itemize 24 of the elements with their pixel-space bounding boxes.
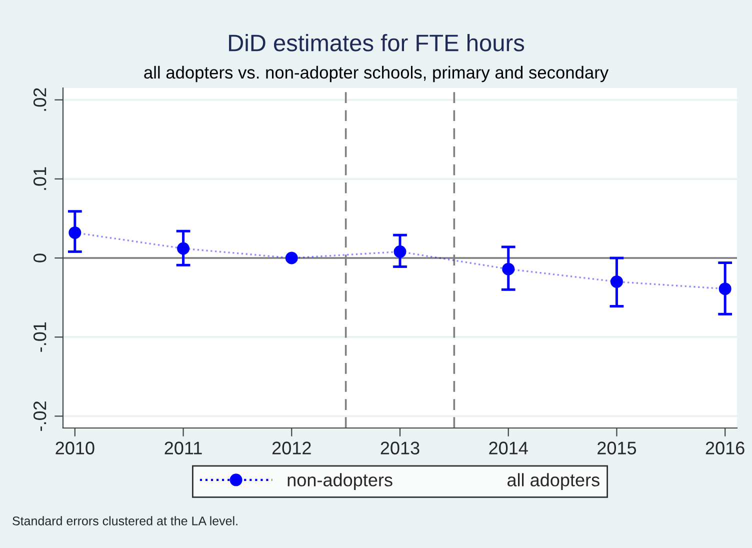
y-tick-label: .01 — [33, 167, 46, 190]
point — [285, 252, 298, 264]
text: Standard errors clustered at the LA level. — [12, 516, 238, 526]
x-tick-label: 2011 — [164, 442, 202, 454]
x-tick-label: 2015 — [598, 442, 636, 454]
y-tick-label: .02 — [33, 88, 46, 111]
chart-title: DiD estimates for FTE hours — [229, 34, 524, 52]
x-tick-label: 2014 — [489, 442, 528, 454]
legend-label: non-adopters — [288, 473, 392, 490]
x-tick-label: 2012 — [272, 442, 311, 454]
point — [177, 242, 190, 255]
y-tick-label: -.02 — [33, 401, 46, 431]
point — [610, 275, 623, 288]
point — [502, 262, 515, 276]
y-tick-label: 0 — [33, 254, 46, 262]
point — [68, 226, 82, 239]
y-tick-label: -.01 — [33, 322, 46, 352]
point — [718, 282, 732, 296]
x-tick-label: 2013 — [380, 442, 420, 454]
x-tick-label: 2016 — [706, 442, 744, 454]
x-tick-label: 2010 — [56, 442, 94, 454]
point — [394, 245, 406, 258]
chart-subtitle: all adopters vs. non-adopter schools, primary and secondary — [144, 66, 609, 82]
text: all adopters — [508, 473, 600, 490]
